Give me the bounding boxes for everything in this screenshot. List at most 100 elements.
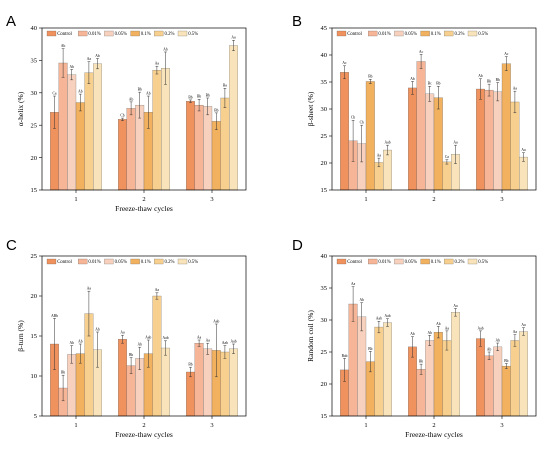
bar [186,101,195,191]
legend-swatch [177,258,188,265]
bar [519,331,528,417]
legend-swatch [130,258,140,265]
plot-frame [331,27,537,191]
bar [118,119,127,191]
legend: Control 0.01% 0.05% 0.1% 0.2% 0.5% [336,258,488,265]
significance-label: Ab [137,343,142,347]
bar [383,149,392,191]
x-tick-label: 2 [432,422,435,429]
significance-label: Aa [513,87,518,91]
significance-label: Bb [436,82,440,86]
legend-swatch [177,30,188,37]
legend-swatch [444,258,454,265]
y-axis-title: β-sheet (%) [306,91,315,126]
bar [476,338,485,417]
y-tick-label: 20 [31,293,38,300]
y-tick-label: 20 [31,155,38,162]
bar [442,340,452,417]
significance-label: Ab [478,74,483,78]
bar [501,365,511,417]
y-tick-label: 20 [321,160,328,167]
significance-label: Ab [359,298,364,302]
bar [374,326,384,417]
significance-label: Aa [351,282,356,286]
bar [67,74,77,191]
significance-label: Aa [445,326,450,330]
significance-label: Bb [138,88,142,92]
significance-label: Aa [453,141,458,145]
bar [93,63,102,191]
significance-label: Aa [377,154,382,158]
legend-swatch [154,258,164,265]
significance-label: Aab [478,326,484,330]
legend: Control 0.01% 0.05% 0.1% 0.2% 0.5% [46,30,198,37]
significance-label: Aa [197,335,202,339]
significance-label: Aab [231,339,237,343]
y-tick-label: 20 [321,381,328,388]
significance-label: Bb [188,95,192,99]
panel-letter: B [292,13,302,30]
bar [433,332,443,417]
significance-label: Ab [495,338,500,342]
significance-label: Bb [487,80,491,84]
y-tick-label: 25 [31,253,38,260]
significance-label: Cb [120,113,124,117]
bar [433,97,443,191]
bar [484,355,494,417]
bar [519,156,528,191]
significance-label: Ca [53,91,57,95]
significance-label: Ab [69,341,74,345]
significance-label: Bb [197,95,201,99]
significance-label: Ac [419,50,424,54]
significance-label: Ab [410,77,415,81]
y-tick-label: 30 [31,90,38,97]
bar [211,121,221,191]
significance-label: Bb [504,359,508,363]
bar [365,81,375,191]
x-tick-label: 3 [210,196,213,203]
bar [510,101,520,191]
legend-swatch [130,30,140,37]
legend-swatch [467,258,478,265]
x-tick-label: 2 [142,196,145,203]
legend-label: Control [347,32,362,37]
legend-label: 0.05% [405,260,417,265]
significance-label: Ab [163,47,168,51]
y-tick-label: 10 [31,373,38,380]
bar [493,91,503,191]
bar [383,322,392,417]
legend-swatch [104,258,114,265]
bar [484,89,494,191]
y-tick-label: 25 [31,122,38,129]
significance-label: Aa [521,323,526,327]
chart-panel-c: C 5 10 15 20 25 β-turn (%) ABb Bb Ab Ab Aa Ab 1 Aa Bb Ab… [6,237,247,439]
x-axis-title: Freeze-thaw cycles [115,204,173,213]
y-tick-label: 5 [34,413,37,420]
significance-label: Bb [206,93,210,97]
significance-label: Ab [129,97,134,101]
significance-label: Ac [342,61,347,65]
bar [220,97,230,191]
legend-label: 0.5% [478,32,488,37]
legend-swatch [336,30,347,37]
legend-label: 0.05% [115,32,127,37]
significance-label: Bb [129,353,133,357]
bar [203,106,213,191]
legend-swatch [336,258,347,265]
legend-swatch [420,258,430,265]
legend-label: 0.5% [188,260,198,265]
significance-label: Aab [145,335,151,339]
bar [501,63,511,191]
bar [84,72,94,191]
significance-label: Bb [214,108,218,112]
bar [194,104,204,191]
y-tick-label: 25 [321,133,328,140]
y-tick-label: 15 [31,333,38,340]
bar [476,88,485,191]
plot-frame [41,27,247,191]
legend-label: 0.2% [455,32,465,37]
legend-label: 0.2% [165,260,175,265]
bar [67,354,77,417]
legend-swatch [46,30,57,37]
x-tick-label: 1 [74,196,77,203]
